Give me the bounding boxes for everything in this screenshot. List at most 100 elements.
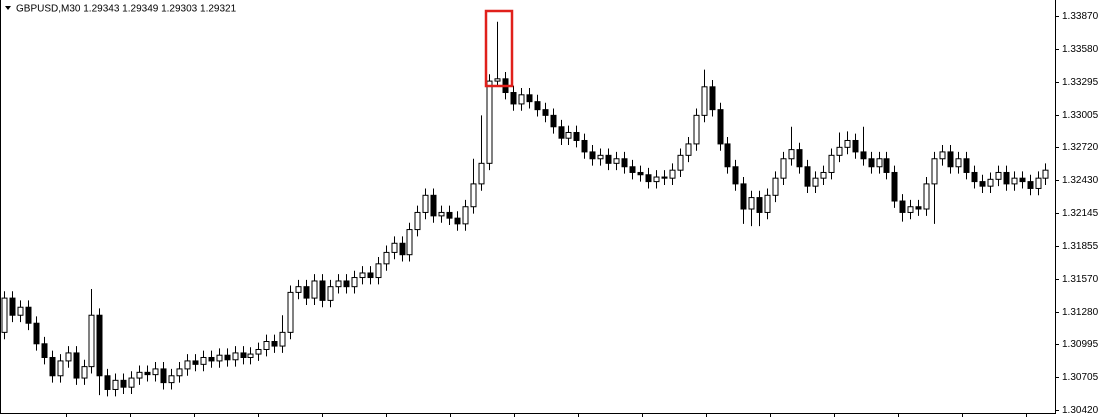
y-tick-label: 1.31280 [1062, 307, 1099, 318]
candle-body [494, 78, 501, 82]
candle-body [1042, 169, 1049, 179]
candle-body [41, 343, 48, 358]
candle-body [558, 126, 565, 139]
candle-body [160, 368, 167, 384]
candle-body [756, 197, 763, 213]
candle-body [915, 206, 922, 210]
candle-body [351, 277, 358, 288]
candle-body [303, 286, 310, 299]
candle-body [661, 176, 668, 179]
y-tick-label: 1.31570 [1062, 274, 1099, 285]
y-tick-label: 1.32430 [1062, 175, 1099, 186]
chart-title: GBPUSD,M30 1.29343 1.29349 1.29303 1.293… [16, 4, 237, 15]
candle-body [9, 297, 16, 316]
candle-body [383, 251, 390, 265]
y-tick-label: 1.30705 [1062, 372, 1099, 383]
candle-body [669, 169, 676, 179]
candle-body [788, 149, 795, 160]
candle-body [454, 217, 461, 225]
candle-body [1027, 181, 1034, 189]
candle-body [136, 371, 143, 379]
candle-body [224, 354, 231, 361]
candle-body [216, 354, 223, 362]
candle-body [375, 263, 382, 279]
candle-body [438, 211, 445, 217]
candle-body [653, 176, 660, 183]
candle-body [605, 154, 612, 164]
candle-body [621, 158, 628, 168]
candle-body [88, 314, 95, 368]
candle-body [542, 109, 549, 116]
y-tick-label: 1.31855 [1062, 241, 1099, 252]
candle-body [192, 360, 199, 365]
candle-body [327, 286, 334, 301]
candle-body [860, 151, 867, 160]
candle-body [724, 143, 731, 168]
candle-body [565, 131, 572, 139]
candle-body [247, 353, 254, 358]
candle-body [112, 379, 119, 390]
candle-body [25, 306, 32, 324]
candle-body [844, 139, 851, 148]
candle-body [128, 377, 135, 388]
candle-body [1003, 171, 1010, 185]
y-tick-label: 1.33295 [1062, 77, 1099, 88]
candle-body [987, 178, 994, 187]
candle-body [709, 86, 716, 111]
candle-body [868, 158, 875, 168]
candle-body [518, 94, 525, 105]
candle-body [144, 371, 151, 376]
candle-body [931, 158, 938, 185]
candle-body [947, 151, 954, 168]
candle-body [891, 171, 898, 202]
candle-body [979, 181, 986, 187]
candle-body [717, 109, 724, 145]
candle-body [399, 242, 406, 256]
candle-body [589, 151, 596, 160]
y-tick-label: 1.32145 [1062, 208, 1099, 219]
candle-body [81, 366, 88, 379]
y-tick-label: 1.30420 [1062, 405, 1099, 416]
candle-body [470, 183, 477, 208]
candle-body [335, 280, 342, 288]
candle-body [57, 360, 64, 377]
candle-body [971, 171, 978, 183]
candle-body [478, 162, 485, 185]
candle-body [391, 242, 398, 253]
candle-body [876, 158, 883, 168]
candle-body [1019, 177, 1026, 183]
candle-body [828, 154, 835, 173]
candle-body [49, 356, 56, 377]
candle-body [637, 171, 644, 176]
candle-body [422, 194, 429, 213]
candle-body [852, 139, 859, 153]
candle-body [764, 194, 771, 213]
candle-body [939, 151, 946, 160]
candle-body [1, 297, 8, 333]
candle-body [923, 183, 930, 210]
candle-body [597, 154, 604, 160]
y-tick-label: 1.33005 [1062, 110, 1099, 121]
candle-body [367, 272, 374, 279]
candle-body [820, 171, 827, 179]
candle-body [534, 101, 541, 111]
candle-body [430, 194, 437, 217]
candle-body [33, 322, 40, 345]
candle-body [780, 158, 787, 179]
candle-body [359, 272, 366, 279]
candle-body [486, 80, 493, 164]
candle-body [955, 158, 962, 168]
candle-body [963, 158, 970, 173]
candle-body [406, 229, 413, 256]
candle-body [907, 206, 914, 213]
candle-body [629, 166, 636, 173]
candle-body [271, 341, 278, 347]
candle-body [168, 375, 175, 384]
candle-body [685, 143, 692, 156]
candle-body [701, 86, 708, 116]
menu-arrow[interactable] [5, 6, 11, 10]
y-tick-label: 1.30995 [1062, 339, 1099, 350]
candle-body [343, 280, 350, 288]
candle-body [287, 291, 294, 333]
